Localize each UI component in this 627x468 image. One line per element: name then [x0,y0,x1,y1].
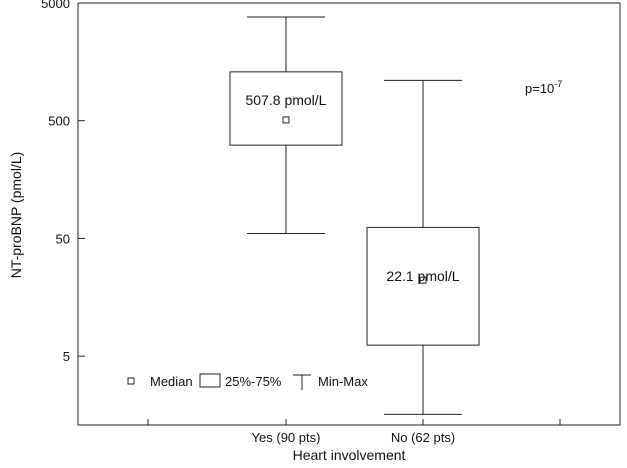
x-axis-title: Heart involvement [293,447,406,463]
y-tick-label: 500 [48,114,70,129]
x-axis: Yes (90 pts) No (62 pts) [147,419,561,445]
p-value-exponent: -7 [554,79,562,89]
legend-box-symbol [199,373,221,388]
box-series: 507.8 pmol/L 22.1 pmol/L [229,16,480,415]
iqr-box [229,71,343,146]
median-marker [282,116,290,124]
median-label: 22.1 pmol/L [386,268,459,284]
x-tick-label: Yes (90 pts) [252,430,321,445]
legend: Median 25%-75% Min-Max [127,373,368,390]
plot-frame [77,2,621,426]
y-tick-label: 50 [56,231,70,246]
legend-median-symbol [127,377,135,385]
iqr-box [366,226,480,346]
y-tick-label: 5000 [41,0,70,11]
legend-whisker-symbol [293,374,311,390]
median-marker [419,276,427,284]
y-tick-label: 5 [63,349,70,364]
legend-median-label: Median [150,374,193,389]
median-label: 507.8 pmol/L [246,92,327,108]
p-value-base: p=10 [525,81,554,96]
x-tick-label: No (62 pts) [391,430,455,445]
y-axis: 5 50 500 5000 [41,0,85,364]
y-axis-title: NT-proBNP (pmol/L) [8,152,24,279]
p-value-annotation: p=10-7 [525,79,562,96]
legend-box-label: 25%-75% [225,374,282,389]
legend-whisker-label: Min-Max [318,374,368,389]
